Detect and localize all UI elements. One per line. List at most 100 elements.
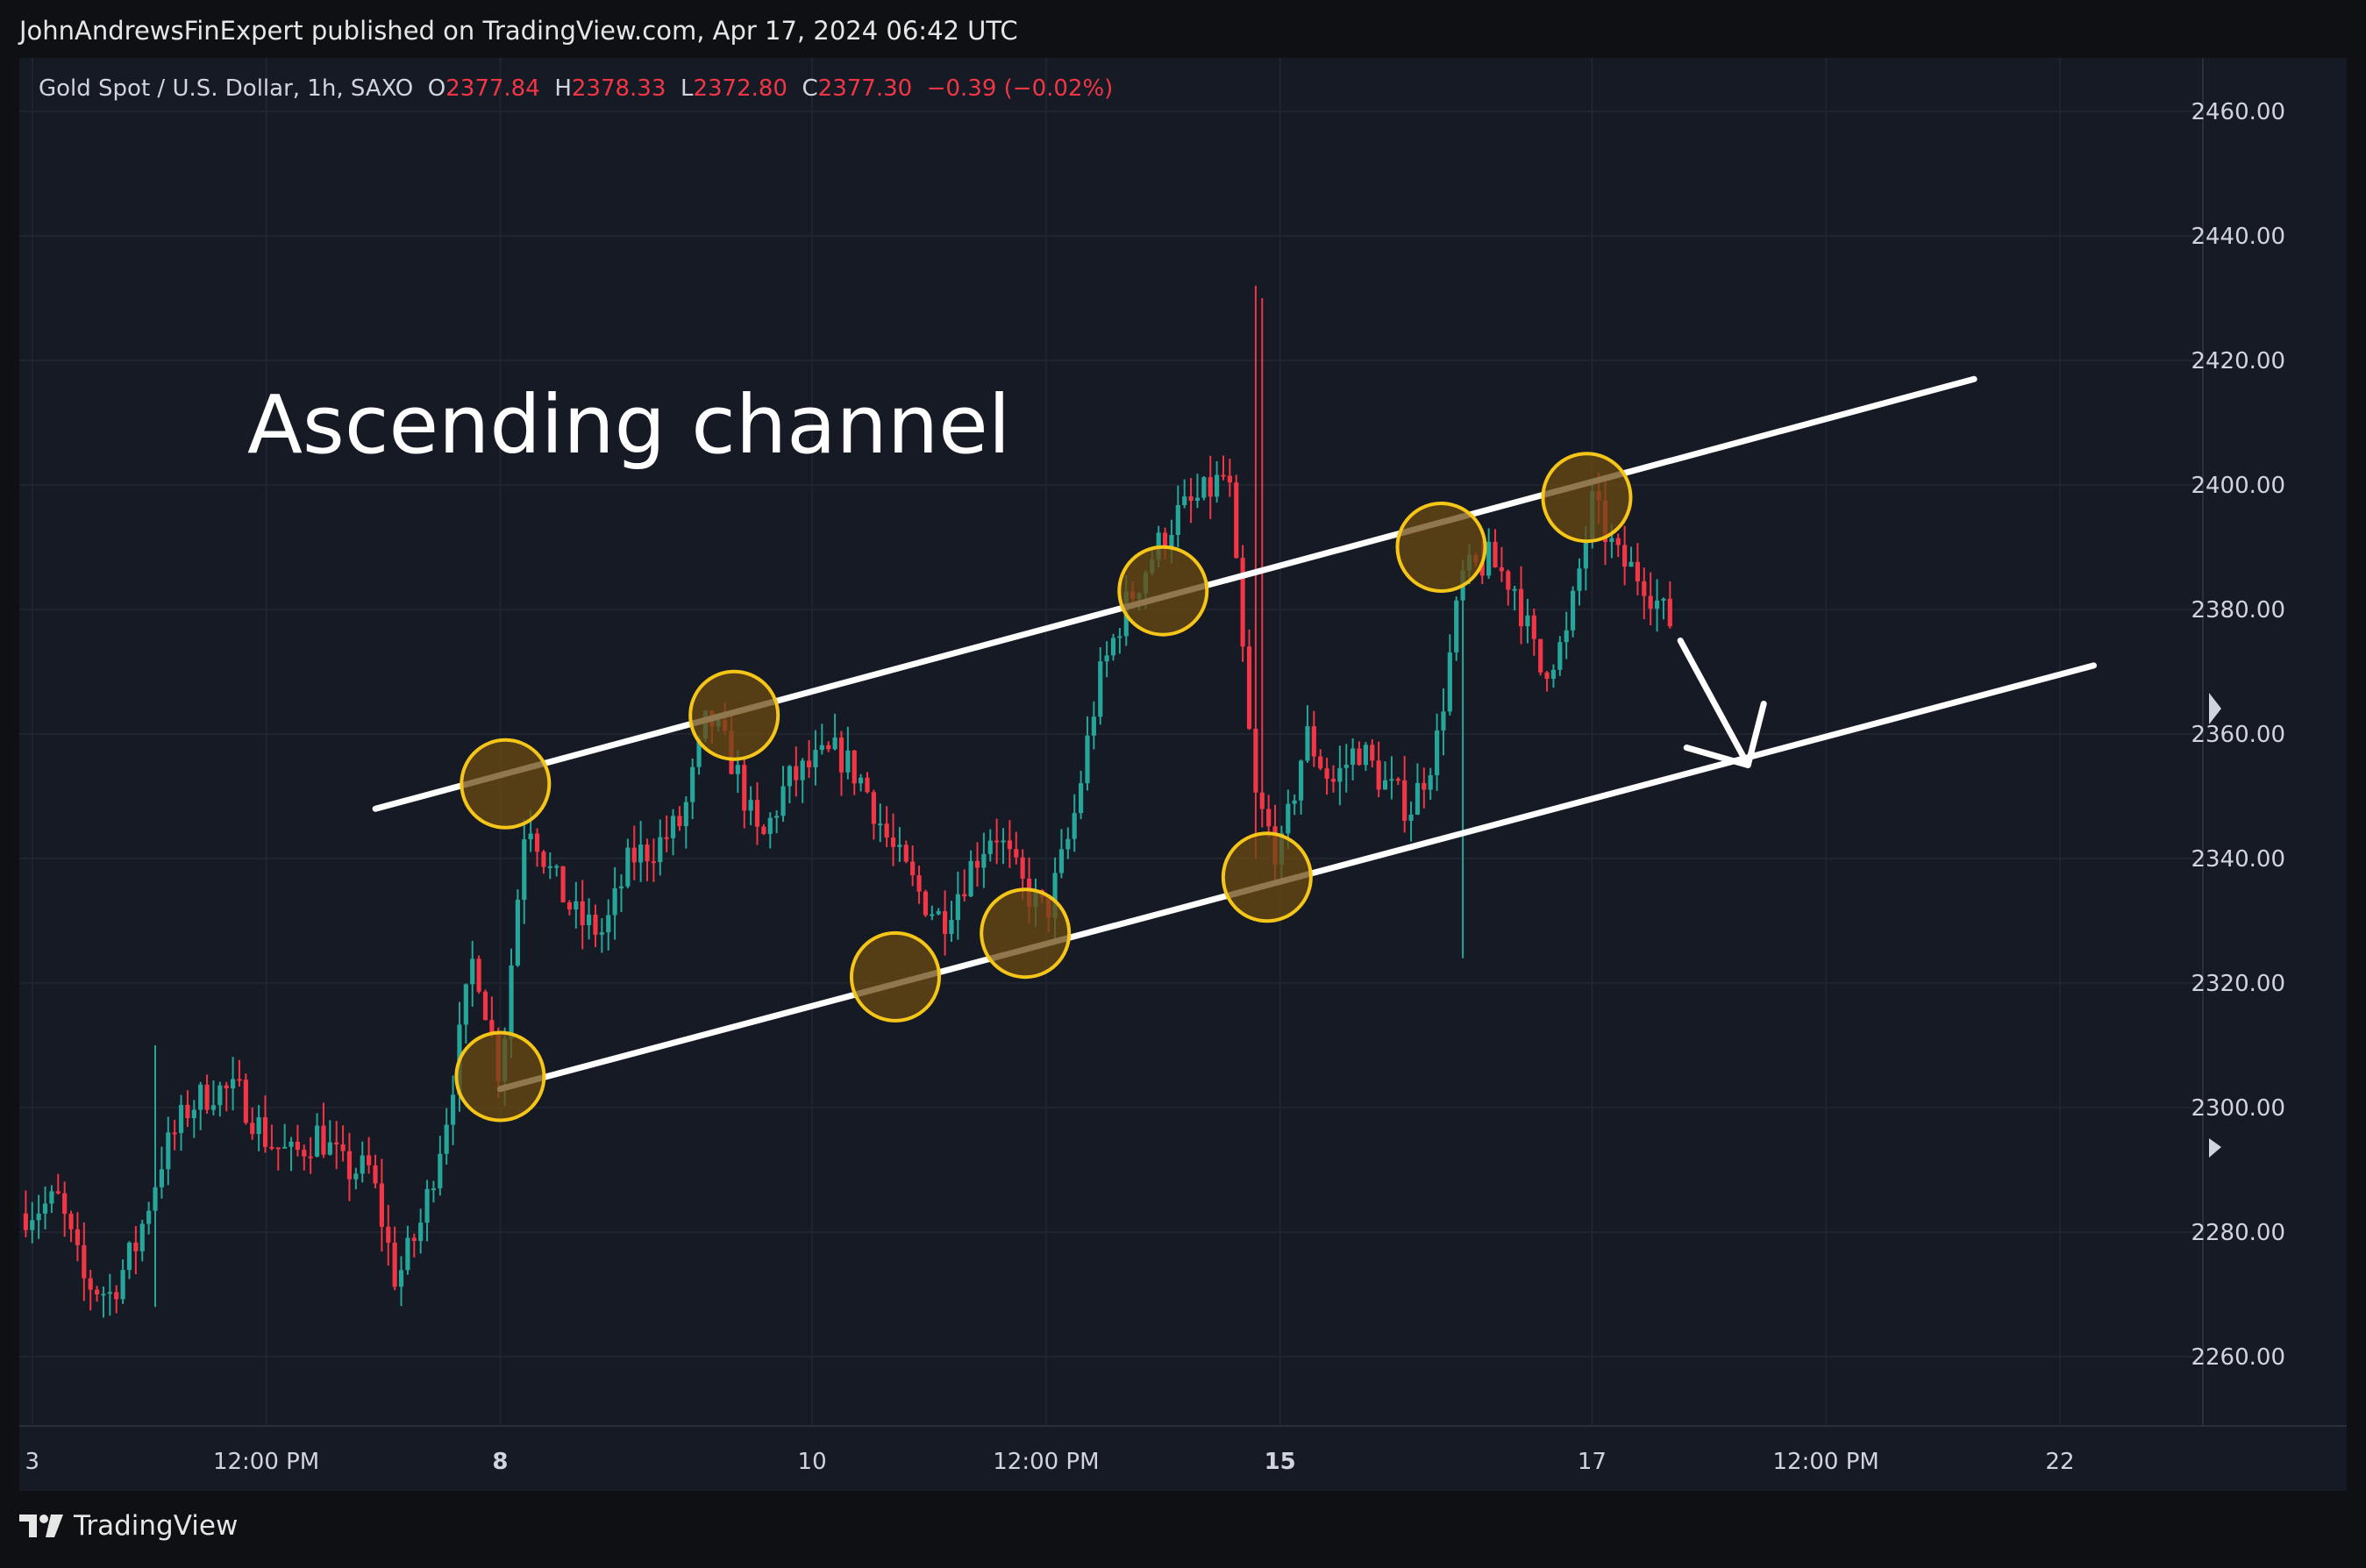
candle-body	[1253, 729, 1258, 793]
low-value: 2372.80	[693, 75, 787, 102]
candle-body	[224, 1085, 229, 1089]
candle-body	[217, 1085, 223, 1106]
candle-body	[1577, 568, 1582, 591]
candle-body	[1091, 716, 1096, 736]
chart-grid	[19, 58, 2347, 1427]
candle-body	[554, 866, 559, 868]
candle-body	[327, 1142, 332, 1155]
candle-body	[878, 823, 883, 826]
candle-body	[1337, 767, 1343, 782]
time-tick-label: 8	[492, 1449, 508, 1475]
candle-body	[1376, 760, 1381, 790]
candle-body	[819, 745, 824, 751]
price-tick-label: 2420.00	[2191, 348, 2285, 374]
candle-body	[1363, 745, 1368, 766]
candle-body	[302, 1150, 307, 1157]
candle-body	[269, 1146, 274, 1149]
price-tick-label: 2360.00	[2191, 722, 2285, 748]
candle-body	[295, 1141, 300, 1151]
high-label: H	[554, 75, 572, 102]
candle-body	[658, 837, 663, 863]
candle-body	[690, 766, 695, 802]
candle-body	[75, 1229, 81, 1245]
candle-body	[360, 1155, 365, 1174]
candle-body	[1266, 809, 1272, 827]
candle-body	[210, 1105, 217, 1110]
candle-body	[1169, 534, 1174, 549]
price-axis: 2260.00 2280.00 2300.00 2320.00 2340.00 2360.…	[2191, 99, 2285, 1371]
candle-body	[1571, 590, 1576, 631]
candle-body	[1525, 615, 1530, 627]
candle-body	[1330, 779, 1336, 782]
candle-body	[386, 1226, 391, 1244]
candle-body	[651, 861, 656, 864]
collapse-arrow-icon[interactable]	[2209, 1138, 2221, 1158]
price-chart[interactable]: 2260.00 2280.00 2300.00 2320.00 2340.00 2360.…	[19, 58, 2347, 1491]
forecast-arrow-head	[1683, 701, 1767, 768]
candle-body	[1110, 638, 1116, 656]
candle-body	[515, 899, 520, 966]
candle-body	[1221, 474, 1226, 477]
candle-body	[509, 965, 514, 1039]
candle-body	[981, 853, 987, 868]
tradingview-footer[interactable]: TradingView	[19, 1510, 238, 1542]
candle-body	[49, 1191, 54, 1204]
price-tick-label: 2280.00	[2191, 1220, 2285, 1246]
candle-body	[903, 845, 909, 862]
candle-body	[625, 847, 631, 887]
candle-body	[664, 837, 669, 839]
channel-touch-circle	[454, 1030, 546, 1123]
open-value: 2377.84	[445, 75, 540, 102]
candle-body	[974, 860, 980, 868]
candle-body	[36, 1213, 41, 1221]
candle-body	[638, 845, 644, 863]
time-axis: 3 12:00 PM 8 10 12:00 PM 15 17 12:00 PM 22	[25, 1449, 2075, 1475]
candle-body	[1382, 780, 1388, 790]
channel-touch-circle	[1221, 831, 1313, 923]
channel-touch-circle	[1395, 502, 1487, 593]
candle-body	[1292, 800, 1297, 804]
candle-body	[1343, 765, 1349, 768]
candle-body	[1564, 630, 1569, 643]
candle-body	[107, 1292, 112, 1294]
candle-body	[101, 1294, 106, 1296]
candle-body	[1065, 838, 1071, 850]
channel-touch-circle	[688, 669, 780, 761]
candle-body	[1305, 726, 1310, 761]
candle-body	[282, 1146, 288, 1149]
candle-body	[1635, 561, 1640, 581]
candle-body	[1408, 814, 1414, 821]
candle-body	[68, 1214, 74, 1229]
time-tick-label: 12:00 PM	[1773, 1449, 1879, 1475]
candle-body	[936, 911, 941, 915]
candle-body	[262, 1116, 268, 1147]
candle-body	[645, 845, 650, 862]
candle-body	[560, 866, 566, 902]
candle-body	[82, 1244, 87, 1279]
candle-body	[1182, 495, 1187, 506]
high-value: 2378.33	[571, 75, 666, 102]
candle-body	[1085, 735, 1090, 784]
candle-body	[1194, 497, 1201, 502]
candle-body	[735, 765, 740, 774]
candle-body	[321, 1125, 326, 1155]
candle-body	[470, 959, 475, 985]
candle-body	[367, 1155, 372, 1165]
candle-body	[780, 786, 786, 816]
candle-body	[1298, 760, 1304, 801]
candle-body	[450, 1094, 456, 1125]
close-label: C	[802, 75, 818, 102]
candle-body	[1422, 782, 1427, 790]
scroll-right-icon[interactable]	[2209, 693, 2221, 724]
candle-body	[120, 1270, 125, 1300]
chart-area[interactable]: 2260.00 2280.00 2300.00 2320.00 2340.00 2360.…	[19, 58, 2347, 1491]
candle-body	[1642, 581, 1647, 596]
price-tick-label: 2440.00	[2191, 224, 2285, 250]
time-tick-label: 17	[1578, 1449, 1607, 1475]
candle-body	[489, 1020, 495, 1033]
symbol-name: Gold Spot / U.S. Dollar, 1h, SAXO	[39, 75, 414, 102]
candle-body	[618, 886, 624, 888]
tradingview-brand: TradingView	[74, 1510, 239, 1542]
candle-body	[1654, 600, 1660, 609]
candle-body	[865, 777, 870, 793]
